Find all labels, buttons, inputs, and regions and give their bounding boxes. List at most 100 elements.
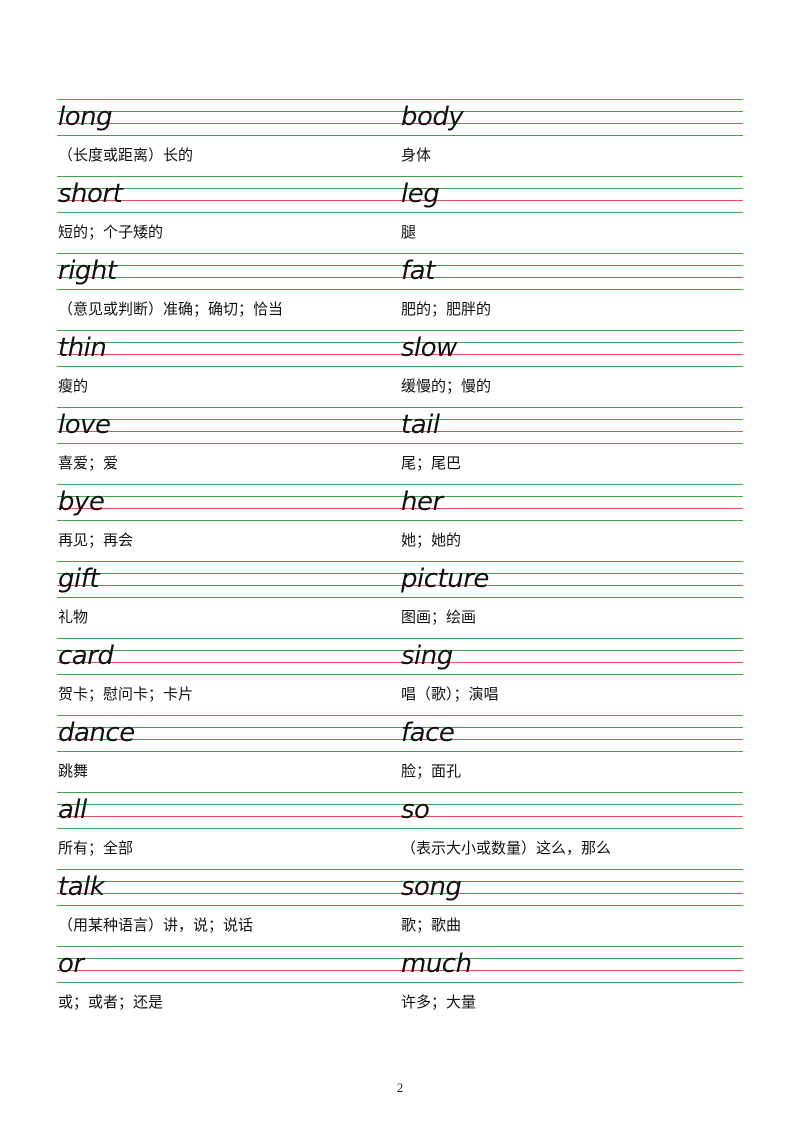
guide-line-green xyxy=(57,419,743,420)
vocab-row: short 短的；个子矮的 leg 腿 xyxy=(57,176,743,253)
guide-line-green xyxy=(57,289,743,290)
english-word: her xyxy=(401,487,443,517)
english-word: tail xyxy=(401,410,440,440)
english-word: dance xyxy=(58,718,135,748)
guide-line-green xyxy=(57,342,743,343)
english-word: gift xyxy=(58,564,100,594)
baseline-guide-red xyxy=(57,200,743,201)
chinese-meaning: （意见或判断）准确；确切；恰当 xyxy=(58,300,284,318)
page-number: 2 xyxy=(396,1080,404,1095)
guide-line-green xyxy=(57,561,743,562)
vocab-row: talk （用某种语言）讲，说；说话 song 歌；歌曲 xyxy=(57,869,743,946)
guide-line-green xyxy=(57,443,743,444)
guide-line-green xyxy=(57,484,743,485)
english-word: picture xyxy=(401,564,489,594)
guide-line-green xyxy=(57,407,743,408)
chinese-meaning: 所有；全部 xyxy=(58,839,134,857)
english-word: all xyxy=(58,795,87,825)
guide-line-green xyxy=(57,946,743,947)
chinese-meaning: 腿 xyxy=(401,223,417,241)
baseline-guide-red xyxy=(57,431,743,432)
guide-line-green xyxy=(57,176,743,177)
english-word: bye xyxy=(58,487,105,517)
english-word: leg xyxy=(401,179,440,209)
baseline-guide-red xyxy=(57,585,743,586)
vocab-row: card 贺卡；慰问卡；卡片 sing 唱（歌）；演唱 xyxy=(57,638,743,715)
vocabulary-rows: long （长度或距离）长的 body 身体 short 短的；个子矮的 leg 腿 right… xyxy=(57,99,743,1023)
baseline-guide-red xyxy=(57,662,743,663)
baseline-guide-red xyxy=(57,123,743,124)
guide-line-green xyxy=(57,212,743,213)
chinese-meaning: （表示大小或数量）这么，那么 xyxy=(401,839,612,857)
guide-line-green xyxy=(57,597,743,598)
vocab-row: right （意见或判断）准确；确切；恰当 fat 肥的；肥胖的 xyxy=(57,253,743,330)
english-word: long xyxy=(58,102,113,132)
guide-line-green xyxy=(57,881,743,882)
guide-line-green xyxy=(57,905,743,906)
guide-line-green xyxy=(57,792,743,793)
chinese-meaning: 许多；大量 xyxy=(401,993,477,1011)
chinese-meaning: 脸；面孔 xyxy=(401,762,462,780)
chinese-meaning: 唱（歌）；演唱 xyxy=(401,685,499,703)
chinese-meaning: 礼物 xyxy=(58,608,89,626)
chinese-meaning: 肥的；肥胖的 xyxy=(401,300,492,318)
baseline-guide-red xyxy=(57,893,743,894)
chinese-meaning: 尾；尾巴 xyxy=(401,454,462,472)
guide-line-green xyxy=(57,958,743,959)
guide-line-green xyxy=(57,751,743,752)
guide-line-green xyxy=(57,520,743,521)
english-word: much xyxy=(401,949,472,979)
baseline-guide-red xyxy=(57,277,743,278)
guide-line-green xyxy=(57,573,743,574)
guide-line-green xyxy=(57,366,743,367)
vocab-row: love 喜爱；爱 tail 尾；尾巴 xyxy=(57,407,743,484)
english-word: slow xyxy=(401,333,457,363)
english-word: song xyxy=(401,872,462,902)
vocab-row: long （长度或距离）长的 body 身体 xyxy=(57,99,743,176)
guide-line-green xyxy=(57,715,743,716)
guide-line-green xyxy=(57,804,743,805)
chinese-meaning: 喜爱；爱 xyxy=(58,454,119,472)
english-word: card xyxy=(58,641,114,671)
chinese-meaning: 图画；绘画 xyxy=(401,608,477,626)
english-word: sing xyxy=(401,641,453,671)
english-word: or xyxy=(58,949,84,979)
guide-line-green xyxy=(57,828,743,829)
english-word: fat xyxy=(401,256,435,286)
guide-line-green xyxy=(57,99,743,100)
english-word: love xyxy=(58,410,111,440)
chinese-meaning: 身体 xyxy=(401,146,432,164)
english-word: body xyxy=(401,102,464,132)
chinese-meaning: 她；她的 xyxy=(401,531,462,549)
english-word: so xyxy=(401,795,430,825)
guide-line-green xyxy=(57,135,743,136)
vocab-row: or 或；或者；还是 much 许多；大量 xyxy=(57,946,743,1023)
chinese-meaning: （长度或距离）长的 xyxy=(58,146,194,164)
guide-line-green xyxy=(57,727,743,728)
vocab-row: all 所有；全部 so （表示大小或数量）这么，那么 xyxy=(57,792,743,869)
baseline-guide-red xyxy=(57,816,743,817)
chinese-meaning: 再见；再会 xyxy=(58,531,134,549)
baseline-guide-red xyxy=(57,970,743,971)
chinese-meaning: 瘦的 xyxy=(58,377,89,395)
english-word: thin xyxy=(58,333,107,363)
guide-line-green xyxy=(57,253,743,254)
chinese-meaning: 贺卡；慰问卡；卡片 xyxy=(58,685,194,703)
guide-line-green xyxy=(57,982,743,983)
guide-line-green xyxy=(57,869,743,870)
chinese-meaning: 短的；个子矮的 xyxy=(58,223,164,241)
vocab-row: thin 瘦的 slow 缓慢的；慢的 xyxy=(57,330,743,407)
vocab-row: dance 跳舞 face 脸；面孔 xyxy=(57,715,743,792)
baseline-guide-red xyxy=(57,354,743,355)
guide-line-green xyxy=(57,496,743,497)
chinese-meaning: 或；或者；还是 xyxy=(58,993,164,1011)
guide-line-green xyxy=(57,111,743,112)
guide-line-green xyxy=(57,650,743,651)
english-word: face xyxy=(401,718,455,748)
baseline-guide-red xyxy=(57,739,743,740)
baseline-guide-red xyxy=(57,508,743,509)
chinese-meaning: 缓慢的；慢的 xyxy=(401,377,492,395)
guide-line-green xyxy=(57,265,743,266)
english-word: short xyxy=(58,179,123,209)
